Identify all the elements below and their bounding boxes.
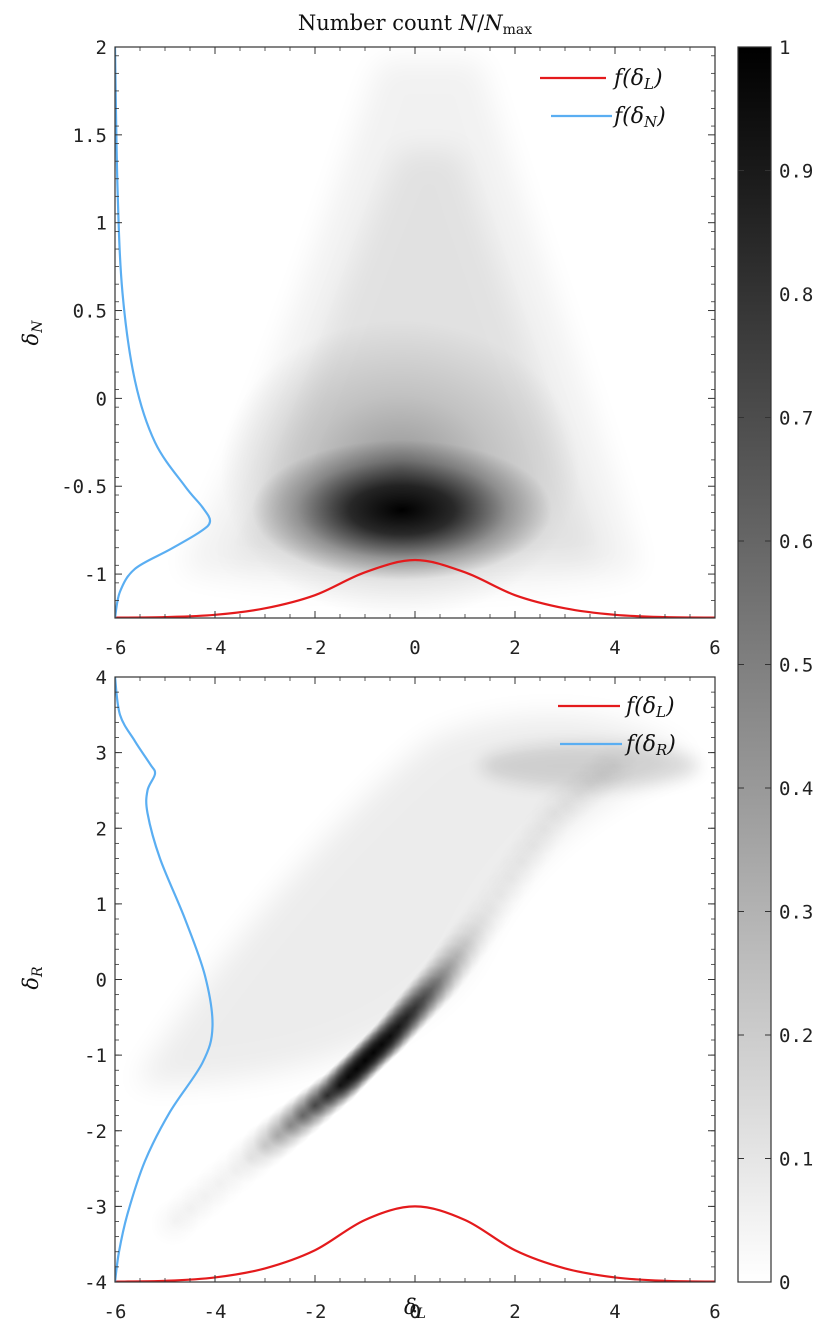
top-ytick-label: 1 [96,213,107,235]
bottom-xtick-label: 2 [509,1301,520,1321]
top-density-core [252,440,552,580]
top-ytick-label: 1.5 [73,125,107,147]
top-xtick-label: 2 [509,637,520,659]
colorbar-tick-label: 0.6 [779,531,813,553]
top-xtick-label: -6 [104,637,127,659]
top-xtick-label: -2 [304,637,327,659]
top-xtick-label: -4 [204,637,227,659]
top-ytick-label: -1 [84,564,107,586]
top-ytick-label: 2 [96,37,107,59]
bottom-density-ridge [149,741,639,1247]
bottom-xtick-label: -2 [304,1301,327,1321]
bottom-ytick-label: -4 [84,1272,107,1294]
top-ytick-label: 0 [96,388,107,410]
top-legend-label-2: f(δN) [612,104,666,131]
colorbar-tick-label: 0.4 [779,778,813,800]
bottom-legend: f(δL) f(δR) [558,694,676,759]
colorbar-ticks: 0 0.1 0.2 0.3 0.4 0.5 0.6 0.7 0.8 0.9 1 [738,37,813,1294]
colorbar-tick-label: 0.1 [779,1149,813,1171]
top-series-blue [115,47,212,618]
bottom-xtick-label: -4 [204,1301,227,1321]
bottom-legend-label-2: f(δR) [624,732,676,759]
colorbar-tick-label: 0.3 [779,902,813,924]
colorbar-tick-label: 0 [779,1272,790,1294]
bottom-ytick-label: 0 [96,970,107,992]
bottom-x-axis: -6 -4 -2 0 2 4 6 [104,677,721,1321]
bottom-panel: -6 -4 -2 0 2 4 6 -4 -3 -2 -1 0 1 2 3 4 δL δR f(δL) f(δ… [19,667,721,1321]
bottom-y-axis: -4 -3 -2 -1 0 1 2 3 4 [84,667,715,1294]
bottom-xlabel: δL [404,1295,426,1321]
bottom-ylabel: δR [19,966,46,990]
bottom-xtick-label: 6 [709,1301,720,1321]
colorbar: 0 0.1 0.2 0.3 0.4 0.5 0.6 0.7 0.8 0.9 1 [737,37,813,1294]
colorbar-tick-label: 0.5 [779,655,813,677]
bottom-ytick-label: 3 [96,743,107,765]
bottom-ytick-label: 4 [96,667,107,689]
top-xtick-label: 6 [709,637,720,659]
top-legend-label-1: f(δL) [612,66,663,93]
colorbar-tick-label: 0.8 [779,284,813,306]
top-y-axis: -1 -0.5 0 0.5 1 1.5 2 [61,37,715,619]
top-ylabel: δN [19,320,46,346]
bottom-ytick-label: -2 [84,1121,107,1143]
bottom-ytick-label: -3 [84,1196,107,1218]
bottom-density-cell [588,741,639,791]
top-x-axis: -6 -4 -2 0 2 4 6 [104,47,721,659]
bottom-xtick-label: 4 [609,1301,620,1321]
bottom-density-map [135,715,700,1247]
top-xtick-label: 0 [409,637,420,659]
bottom-ytick-label: 1 [96,894,107,916]
colorbar-tick-label: 0.7 [779,408,813,430]
bottom-legend-label-1: f(δL) [624,694,675,721]
colorbar-tick-label: 0.2 [779,1025,813,1047]
bottom-ytick-label: -1 [84,1045,107,1067]
bottom-xtick-label: 0 [409,1301,420,1321]
top-xtick-label: 4 [609,637,620,659]
top-ytick-label: 0.5 [73,301,107,323]
top-ytick-label: -0.5 [61,476,107,498]
colorbar-tick-label: 1 [779,37,790,59]
figure-title: Number count N/Nmax [298,11,532,38]
bottom-xtick-label: -6 [104,1301,127,1321]
bottom-series-blue [115,677,214,1282]
top-density-map [180,60,640,618]
top-legend: f(δL) f(δN) [540,66,666,131]
top-panel: -6 -4 -2 0 2 4 6 -1 -0.5 0 0.5 1 1.5 2 δN f(δL) f(δN… [19,37,721,659]
colorbar-tick-label: 0.9 [779,161,813,183]
bottom-ytick-label: 2 [96,818,107,840]
